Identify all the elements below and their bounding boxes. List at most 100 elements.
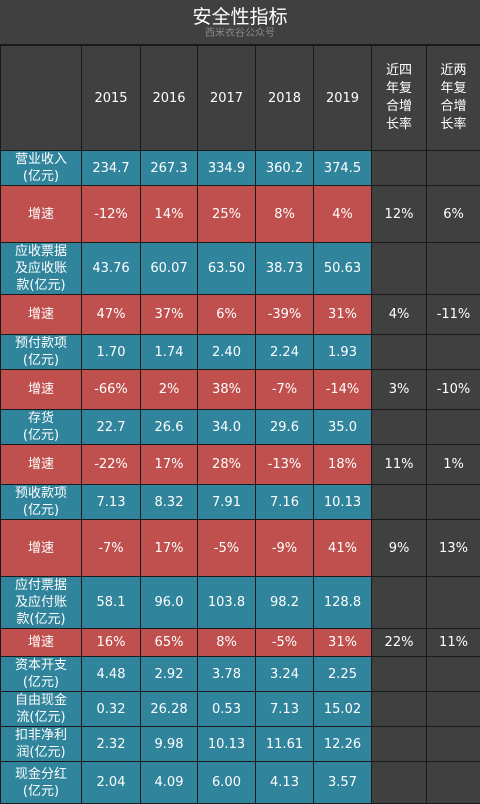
cagr-cell xyxy=(372,577,427,629)
value-cell: 2.24 xyxy=(256,335,314,370)
value-cell: 16% xyxy=(82,629,141,657)
value-cell: 4.48 xyxy=(82,657,141,692)
row-label: 预收款项 (亿元) xyxy=(1,485,82,520)
value-cell: 37% xyxy=(141,295,198,335)
cagr-cell xyxy=(372,335,427,370)
value-cell: 43.76 xyxy=(82,243,141,295)
value-cell: -5% xyxy=(198,520,256,577)
cagr-cell xyxy=(372,657,427,692)
year-header: 2017 xyxy=(198,46,256,151)
value-cell: 2.92 xyxy=(141,657,198,692)
cagr-cell xyxy=(427,577,480,629)
row-label: 营业收入 (亿元) xyxy=(1,151,82,186)
value-cell: 374.5 xyxy=(314,151,372,186)
value-cell: 4.13 xyxy=(256,762,314,804)
value-cell: 15.02 xyxy=(314,692,372,727)
cagr-cell xyxy=(427,657,480,692)
value-cell: -9% xyxy=(256,520,314,577)
value-cell: 2.40 xyxy=(198,335,256,370)
value-cell: 1.93 xyxy=(314,335,372,370)
cagr-cell xyxy=(372,243,427,295)
value-cell: 26.28 xyxy=(141,692,198,727)
value-cell: 0.53 xyxy=(198,692,256,727)
value-cell: 17% xyxy=(141,520,198,577)
value-cell: 11.61 xyxy=(256,727,314,762)
cagr-cell xyxy=(372,151,427,186)
cagr-cell: 11% xyxy=(372,445,427,485)
row-label: 扣非净利 润(亿元) xyxy=(1,727,82,762)
value-cell: 3.24 xyxy=(256,657,314,692)
value-cell: 14% xyxy=(141,186,198,243)
cagr-cell xyxy=(372,485,427,520)
value-cell: 96.0 xyxy=(141,577,198,629)
cagr-cell: 13% xyxy=(427,520,480,577)
value-cell: 50.63 xyxy=(314,243,372,295)
growth-rate-row: 增速-66%2%38%-7%-14%3%-10% xyxy=(1,370,480,410)
value-cell: 8.32 xyxy=(141,485,198,520)
cagr-cell xyxy=(427,762,480,804)
value-cell: -66% xyxy=(82,370,141,410)
row-label: 增速 xyxy=(1,520,82,577)
value-cell: 2.32 xyxy=(82,727,141,762)
year-header: 2018 xyxy=(256,46,314,151)
value-cell: 2.25 xyxy=(314,657,372,692)
row-label: 资本开支 (亿元) xyxy=(1,657,82,692)
growth-header: 近四 年复 合增 长率 xyxy=(372,46,427,151)
value-cell: 10.13 xyxy=(314,485,372,520)
value-cell: 63.50 xyxy=(198,243,256,295)
value-cell: -7% xyxy=(256,370,314,410)
value-cell: 38.73 xyxy=(256,243,314,295)
cagr-cell xyxy=(372,410,427,445)
value-cell: 6% xyxy=(198,295,256,335)
row-label: 应收票据 及应收账 款(亿元) xyxy=(1,243,82,295)
row-label: 自由现金 流(亿元) xyxy=(1,692,82,727)
row-label: 存货 (亿元) xyxy=(1,410,82,445)
growth-header: 近两 年复 合增 长率 xyxy=(427,46,480,151)
value-cell: 267.3 xyxy=(141,151,198,186)
page-title: 安全性指标 xyxy=(0,6,480,28)
row-label: 现金分红 (亿元) xyxy=(1,762,82,804)
value-cell: 47% xyxy=(82,295,141,335)
watermark-text: 西米衣谷公众号 xyxy=(0,28,480,40)
value-cell: 38% xyxy=(198,370,256,410)
cagr-cell: 22% xyxy=(372,629,427,657)
cagr-cell: 4% xyxy=(372,295,427,335)
value-cell: 29.6 xyxy=(256,410,314,445)
cagr-cell xyxy=(427,727,480,762)
cagr-cell xyxy=(372,727,427,762)
value-cell: -14% xyxy=(314,370,372,410)
value-cell: 6.00 xyxy=(198,762,256,804)
row-label: 增速 xyxy=(1,629,82,657)
value-cell: 65% xyxy=(141,629,198,657)
cagr-cell xyxy=(427,243,480,295)
value-cell: 26.6 xyxy=(141,410,198,445)
growth-rate-row: 增速-22%17%28%-13%18%11%1% xyxy=(1,445,480,485)
value-cell: 22.7 xyxy=(82,410,141,445)
cagr-cell xyxy=(427,692,480,727)
cagr-cell xyxy=(427,335,480,370)
growth-rate-row: 增速-12%14%25%8%4%12%6% xyxy=(1,186,480,243)
value-cell: 360.2 xyxy=(256,151,314,186)
value-cell: 334.9 xyxy=(198,151,256,186)
value-cell: 17% xyxy=(141,445,198,485)
cagr-cell: 6% xyxy=(427,186,480,243)
value-cell: 128.8 xyxy=(314,577,372,629)
value-cell: -5% xyxy=(256,629,314,657)
cagr-cell: -10% xyxy=(427,370,480,410)
value-cell: 31% xyxy=(314,295,372,335)
value-cell: 58.1 xyxy=(82,577,141,629)
cagr-cell: 12% xyxy=(372,186,427,243)
